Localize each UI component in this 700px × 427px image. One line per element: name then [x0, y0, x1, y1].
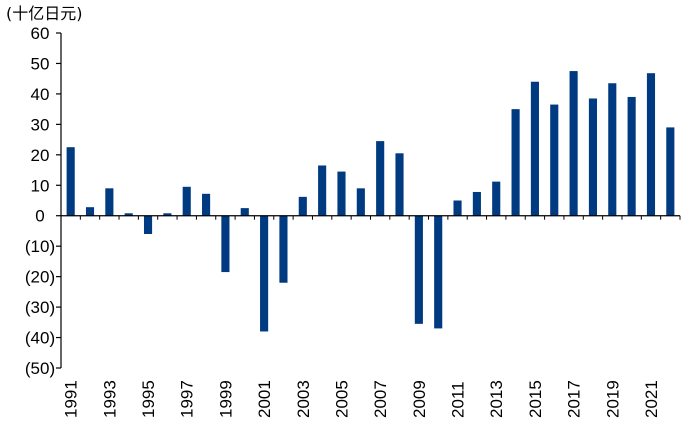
y-tick-label: (50) [25, 359, 55, 378]
x-tick-label: 2007 [371, 380, 390, 418]
bar-1995 [143, 215, 153, 234]
bar-2020 [627, 96, 636, 216]
bar-2019 [608, 83, 617, 216]
bar-2004 [318, 165, 327, 216]
bar-2021 [646, 73, 656, 216]
y-tick-label: (10) [25, 237, 55, 256]
y-tick-label: 40 [31, 85, 50, 104]
x-tick-label: 2009 [410, 380, 429, 418]
axes [56, 32, 681, 369]
x-tick-label: 2005 [332, 380, 351, 418]
bar-1993 [105, 188, 114, 216]
bar-2005 [337, 171, 346, 216]
y-tick-label: 50 [31, 54, 50, 73]
y-tick-label: 20 [31, 146, 50, 165]
bar-1991 [66, 147, 75, 216]
bar-2017 [569, 71, 578, 216]
bar-2016 [550, 104, 559, 216]
x-tick-label: 2017 [565, 380, 584, 418]
x-tick-label: 1991 [62, 380, 81, 418]
x-tick-label: 2015 [526, 380, 545, 418]
y-tick-label: (20) [25, 268, 55, 287]
x-tick-label: 1993 [100, 380, 119, 418]
bars [66, 71, 675, 332]
bar-2014 [511, 109, 520, 216]
bar-1997 [182, 186, 191, 216]
bar-2022 [666, 127, 675, 216]
bar-2006 [356, 188, 365, 216]
bar-2009 [414, 215, 423, 324]
x-tick-label: 2011 [449, 381, 468, 418]
bar-2007 [376, 141, 385, 216]
bar-2015 [530, 81, 539, 216]
x-tick-label: 1997 [178, 380, 197, 418]
bar-2001 [260, 215, 269, 332]
x-tick-label: 2019 [603, 380, 622, 418]
bar-2013 [492, 181, 501, 216]
x-tick-label: 2021 [642, 380, 661, 418]
x-tick-label: 2003 [294, 380, 313, 418]
bar-2008 [395, 153, 404, 216]
bar-2000 [240, 208, 249, 216]
y-axis-tick-labels: 60 50 40 30 20 10 0 (10) (20) (30) (40) (50) [25, 24, 55, 378]
y-tick-label: (30) [25, 298, 55, 317]
y-tick-label: 60 [31, 24, 50, 43]
bar-2012 [472, 191, 481, 216]
y-tick-label: 0 [35, 207, 44, 226]
bar-1999 [221, 215, 230, 273]
x-axis-tick-labels: 1991 1993 1995 1997 1999 2001 2003 2005 2007 2009… [62, 380, 661, 418]
bar-2010 [434, 215, 443, 329]
y-axis-unit-label: (十亿日元) [6, 4, 83, 23]
bar-2011 [453, 200, 462, 216]
bar-1998 [202, 193, 211, 216]
bar-2002 [279, 215, 288, 283]
y-tick-label: 30 [31, 115, 50, 134]
x-tick-label: 1995 [139, 380, 158, 418]
x-tick-label: 1999 [216, 380, 235, 418]
y-tick-label: 10 [31, 176, 50, 195]
bar-1994 [124, 213, 133, 216]
y-tick-label: (40) [25, 329, 55, 348]
bar-1996 [163, 213, 172, 216]
x-tick-label: 2001 [255, 380, 274, 418]
bar-1992 [85, 207, 95, 216]
bar-2018 [588, 98, 598, 216]
bar-2003 [298, 196, 307, 216]
x-tick-label: 2013 [487, 380, 506, 418]
